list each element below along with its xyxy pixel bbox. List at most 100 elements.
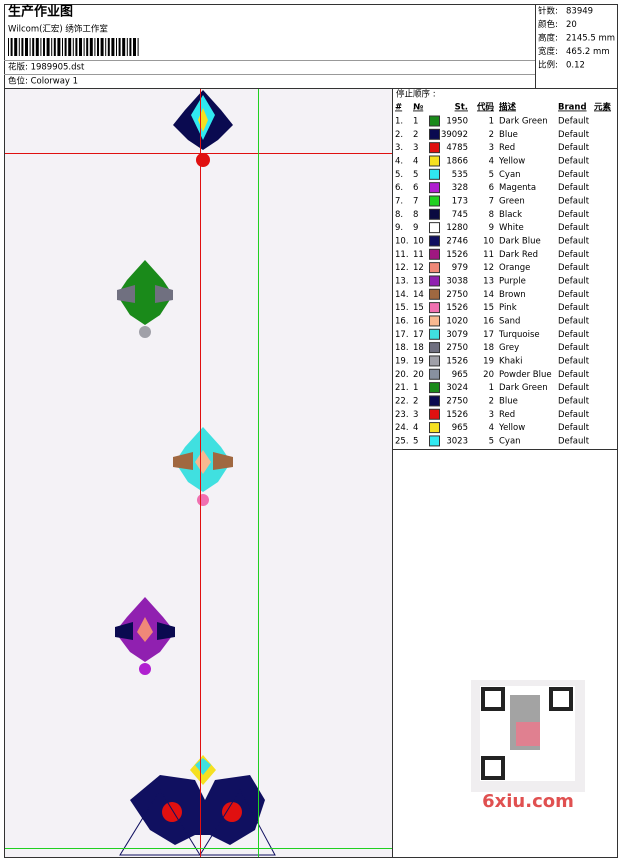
color-swatch xyxy=(429,328,440,340)
row-index: 8. xyxy=(395,210,403,220)
bar xyxy=(116,38,117,56)
row-index: 17. xyxy=(395,330,409,340)
watermark: 6xiu.com xyxy=(482,791,574,812)
brand: Default xyxy=(558,170,590,180)
color-swatch xyxy=(429,435,440,447)
row-index: 12. xyxy=(395,263,409,273)
thread-code: 19 xyxy=(483,356,494,366)
brand: Default xyxy=(558,250,590,260)
color-swatch xyxy=(429,355,440,367)
thread-name: Red xyxy=(499,410,515,420)
color-swatch xyxy=(429,168,440,180)
color-swatch xyxy=(429,315,440,327)
thread-name: Yellow xyxy=(498,156,525,166)
bar xyxy=(111,38,115,56)
color-swatch xyxy=(429,222,440,234)
thread-code: 6 xyxy=(489,183,494,193)
qr-code xyxy=(471,680,585,792)
brand: Default xyxy=(558,396,590,406)
stat-label: 颜色: xyxy=(538,19,558,30)
bar xyxy=(21,38,24,56)
bar xyxy=(97,38,99,56)
row-index: 20. xyxy=(395,370,409,380)
row-index: 22. xyxy=(395,396,409,406)
color-swatch xyxy=(429,395,440,407)
motif xyxy=(117,260,173,338)
file-name: 花版: 1989905.dst xyxy=(8,62,85,73)
barcode xyxy=(8,38,139,56)
stitch-count: 1280 xyxy=(446,223,468,233)
bar xyxy=(75,38,78,56)
thread-code: 10 xyxy=(483,236,494,246)
stat-value: 20 xyxy=(566,20,577,30)
row-index: 18. xyxy=(395,343,409,353)
bar xyxy=(83,38,85,56)
stitch-count: 1526 xyxy=(446,303,468,313)
color-swatch xyxy=(429,248,440,260)
stitch-count: 4785 xyxy=(446,143,468,153)
row-index: 25. xyxy=(395,436,409,446)
brand: Default xyxy=(558,210,590,220)
thread-code: 15 xyxy=(483,303,494,313)
stat-value: 2145.5 mm xyxy=(566,34,615,44)
thread-name: Cyan xyxy=(499,170,521,180)
row-index: 15. xyxy=(395,303,409,313)
stitch-count: 965 xyxy=(452,370,468,380)
brand: Default xyxy=(558,383,590,393)
bar xyxy=(86,38,89,56)
column-header: St. xyxy=(455,103,468,113)
thread-code: 16 xyxy=(483,316,494,326)
bar xyxy=(129,38,132,56)
thread-name: Dark Blue xyxy=(499,236,541,246)
stitch-count: 2746 xyxy=(446,236,468,246)
thread-code: 1 xyxy=(489,117,494,127)
stop-number: 3 xyxy=(413,143,418,153)
thread-code: 2 xyxy=(489,396,494,406)
brand: Default xyxy=(558,370,590,380)
stop-number: 16 xyxy=(413,316,424,326)
bar xyxy=(40,38,42,56)
thread-name: Green xyxy=(499,196,525,206)
stat-label: 宽度: xyxy=(538,46,558,57)
row-index: 2. xyxy=(395,130,403,140)
column-header: Brand xyxy=(558,103,587,113)
thread-name: Powder Blue xyxy=(499,370,552,380)
stop-number: 8 xyxy=(413,210,418,220)
bar xyxy=(79,38,82,56)
thread-code: 2 xyxy=(489,130,494,140)
thread-code: 20 xyxy=(483,370,494,380)
brand: Default xyxy=(558,343,590,353)
thread-code: 11 xyxy=(483,250,494,260)
row-index: 7. xyxy=(395,196,403,206)
bar xyxy=(14,38,18,56)
stat-value: 465.2 mm xyxy=(566,47,610,57)
color-swatch xyxy=(429,382,440,394)
thread-code: 14 xyxy=(483,290,494,300)
bar xyxy=(94,38,96,56)
thread-code: 12 xyxy=(483,263,494,273)
stop-number: 4 xyxy=(413,156,418,166)
thread-code: 3 xyxy=(489,410,494,420)
color-swatch xyxy=(429,195,440,207)
color-swatch xyxy=(429,368,440,380)
stop-number: 5 xyxy=(413,436,418,446)
stop-number: 2 xyxy=(413,396,418,406)
stop-number: 1 xyxy=(413,117,418,127)
brand: Default xyxy=(558,130,590,140)
brand: Default xyxy=(558,316,590,326)
bar xyxy=(32,38,35,56)
brand: Default xyxy=(558,143,590,153)
brand: Default xyxy=(558,183,590,193)
color-swatch xyxy=(429,342,440,354)
thread-code: 13 xyxy=(483,276,494,286)
bar xyxy=(18,38,20,56)
stat-value: 0.12 xyxy=(566,61,585,71)
color-swatch xyxy=(429,262,440,274)
color-swatch xyxy=(429,408,440,420)
stop-number: 5 xyxy=(413,170,418,180)
stitch-count: 1866 xyxy=(446,156,468,166)
bar xyxy=(126,38,128,56)
bar xyxy=(62,38,63,56)
thread-code: 5 xyxy=(489,170,494,180)
